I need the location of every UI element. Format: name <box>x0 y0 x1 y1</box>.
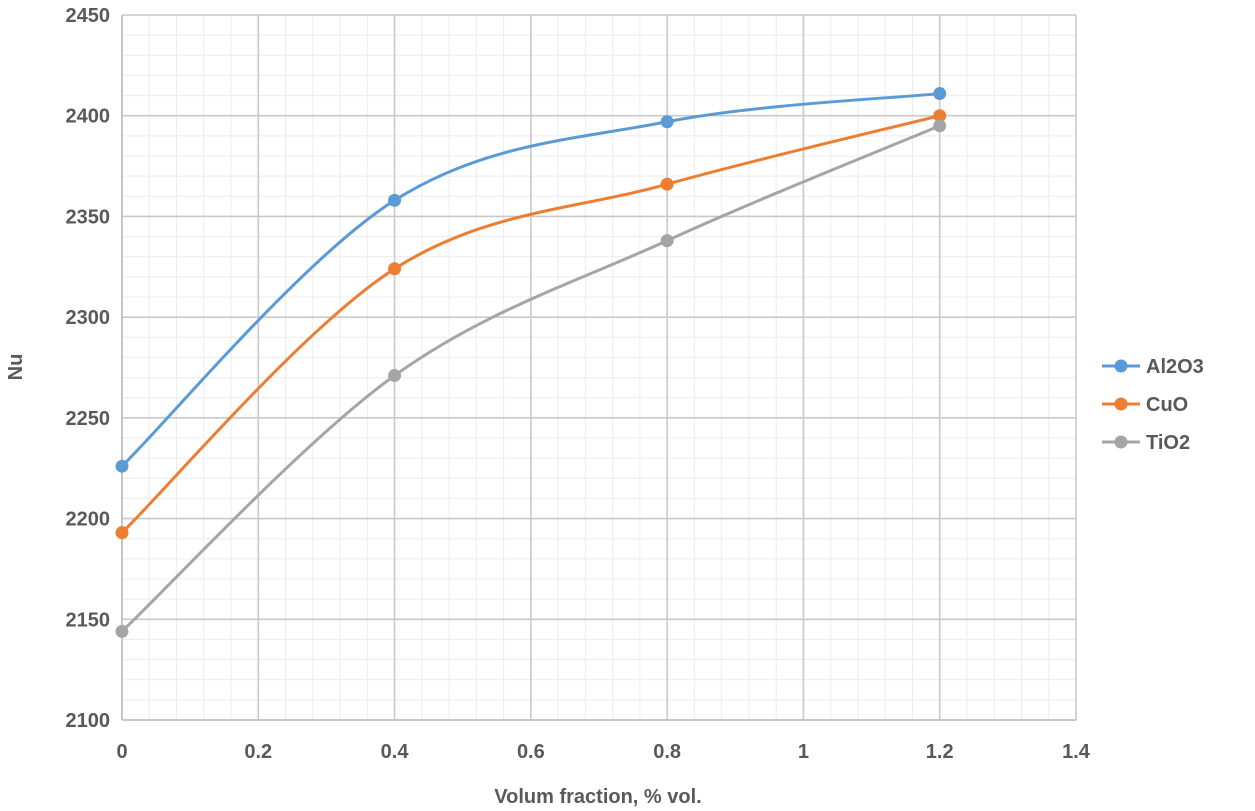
series-cuo <box>115 109 947 540</box>
data-point-al2o3 <box>388 193 402 207</box>
y-tick-label: 2450 <box>66 5 111 27</box>
data-point-al2o3 <box>660 115 674 129</box>
x-axis-title: Volum fraction, % vol. <box>494 786 701 808</box>
data-point-cuo <box>388 262 402 276</box>
y-tick-label: 2200 <box>66 509 111 531</box>
data-point-tio2 <box>660 234 674 248</box>
x-tick-label: 1.4 <box>1062 741 1091 763</box>
legend-item-al2o3: Al2O3 <box>1102 356 1204 378</box>
axes <box>121 15 1076 721</box>
data-point-cuo <box>933 109 947 123</box>
series-tio2 <box>115 119 947 638</box>
data-point-tio2 <box>933 119 947 133</box>
legend: Al2O3 CuO TiO2 <box>1102 356 1204 454</box>
legend-label-tio2: TiO2 <box>1146 432 1190 454</box>
minor-grid <box>122 15 1076 720</box>
data-point-al2o3 <box>115 459 129 473</box>
x-tick-label: 0.4 <box>381 741 410 763</box>
x-tick-label: 1.2 <box>926 741 954 763</box>
legend-marker-cuo <box>1114 397 1128 411</box>
major-grid <box>121 14 1077 721</box>
legend-item-cuo: CuO <box>1102 394 1188 416</box>
y-tick-label: 2250 <box>66 408 111 430</box>
series-line-al2o3 <box>120 92 942 468</box>
series-layer <box>115 87 947 638</box>
data-point-tio2 <box>115 624 129 638</box>
legend-item-tio2: TiO2 <box>1102 432 1190 454</box>
y-tick-label: 2300 <box>66 307 111 329</box>
legend-label-al2o3: Al2O3 <box>1146 356 1204 378</box>
x-tick-label: 0.6 <box>517 741 545 763</box>
legend-label-cuo: CuO <box>1146 394 1188 416</box>
y-tick-label: 2350 <box>66 206 111 228</box>
x-tick-labels: 0 0.2 0.4 0.6 0.8 1 1.2 1.4 <box>116 741 1090 763</box>
y-tick-label: 2150 <box>66 609 111 631</box>
x-tick-label: 0.8 <box>653 741 681 763</box>
x-tick-label: 0 <box>116 741 127 763</box>
x-tick-label: 1 <box>798 741 809 763</box>
legend-marker-al2o3 <box>1114 359 1128 373</box>
y-tick-label: 2400 <box>66 106 111 128</box>
series-line-cuo <box>120 114 942 535</box>
series-line-tio2 <box>120 124 942 633</box>
x-tick-label: 0.2 <box>244 741 272 763</box>
y-tick-label: 2100 <box>66 710 111 732</box>
data-point-tio2 <box>388 369 402 383</box>
series-al2o3 <box>115 87 947 473</box>
y-axis-title: Nu <box>5 354 27 381</box>
legend-marker-tio2 <box>1114 435 1128 449</box>
y-tick-labels: 2100 2150 2200 2250 2300 2350 2400 2450 <box>66 5 111 732</box>
data-point-cuo <box>660 177 674 191</box>
data-point-al2o3 <box>933 87 947 101</box>
data-point-cuo <box>115 526 129 540</box>
